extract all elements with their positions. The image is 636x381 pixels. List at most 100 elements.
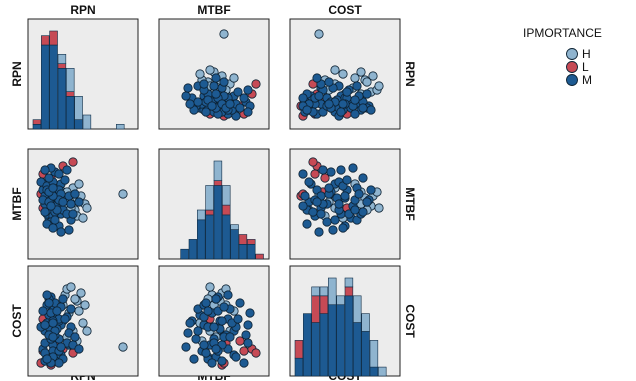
hist-bar-L — [344, 286, 354, 297]
point-M — [233, 314, 243, 324]
point-M — [302, 105, 312, 115]
point-H — [229, 73, 239, 83]
point-M — [42, 290, 52, 300]
hist-bar-M — [344, 295, 354, 377]
point-M — [314, 91, 324, 101]
point-M — [350, 109, 360, 119]
point-H — [362, 77, 372, 87]
right-label-cost: COST — [403, 304, 417, 338]
hist-bar-M — [32, 124, 42, 130]
point-M — [302, 219, 312, 229]
left-label-mtbf: MTBF — [10, 187, 24, 220]
hist-bar-M — [311, 322, 320, 377]
point-M — [334, 199, 344, 209]
point-M — [56, 227, 66, 237]
hist-bar-M — [319, 313, 329, 377]
legend-label-M: M — [582, 73, 592, 87]
hist-bar-M — [41, 44, 50, 130]
point-M — [243, 107, 253, 117]
point-M — [54, 169, 64, 179]
point-M — [239, 93, 249, 103]
hist-bar-H — [82, 114, 92, 130]
hist-bar-M — [57, 68, 67, 130]
point-H — [219, 29, 229, 39]
legend-marker-L — [566, 61, 578, 73]
point-M — [219, 302, 229, 312]
point-M — [203, 306, 213, 316]
point-L — [310, 169, 320, 179]
point-M — [300, 191, 310, 201]
point-M — [338, 99, 348, 109]
point-H — [82, 203, 92, 213]
point-L — [68, 157, 78, 167]
point-M — [225, 99, 235, 109]
point-M — [68, 209, 78, 219]
hist-bar-H — [230, 224, 239, 230]
point-M — [358, 103, 368, 113]
point-M — [207, 101, 217, 111]
point-M — [40, 207, 50, 217]
point-M — [225, 332, 235, 342]
point-H — [338, 69, 348, 79]
panel-mtbf-vs-mtbf — [158, 148, 270, 260]
point-M — [199, 340, 209, 350]
hist-bar-H — [213, 160, 223, 181]
hist-bar-M — [66, 96, 75, 130]
point-M — [312, 197, 322, 207]
point-M — [354, 189, 364, 199]
hist-bar-L — [319, 295, 329, 314]
hist-bar-M — [247, 244, 256, 260]
top-label-rpn: RPN — [70, 3, 95, 17]
panel-mtbf-vs-cost — [289, 148, 401, 260]
point-M — [181, 91, 191, 101]
panel-rpn-vs-cost — [289, 18, 401, 130]
legend-label-L: L — [582, 60, 589, 74]
point-M — [60, 175, 70, 185]
point-H — [118, 342, 128, 352]
point-M — [340, 191, 350, 201]
point-M — [185, 99, 195, 109]
panel-rpn-vs-mtbf — [158, 18, 270, 130]
point-H — [70, 294, 80, 304]
hist-bar-H — [311, 286, 320, 297]
point-M — [46, 201, 56, 211]
hist-bar-H — [319, 286, 329, 297]
hist-bar-L — [41, 35, 50, 46]
hist-bar-M — [213, 185, 223, 260]
point-M — [326, 167, 336, 177]
point-M — [201, 348, 211, 358]
point-M — [324, 77, 334, 87]
point-M — [298, 201, 308, 211]
point-M — [324, 99, 334, 109]
point-M — [350, 205, 360, 215]
point-M — [201, 298, 211, 308]
point-M — [211, 89, 221, 99]
hist-bar-M — [294, 357, 304, 377]
hist-bar-H — [222, 185, 231, 206]
hist-bar-H — [353, 295, 362, 323]
point-M — [235, 103, 245, 113]
point-M — [38, 306, 48, 316]
point-M — [211, 294, 221, 304]
hist-bar-L — [311, 295, 320, 323]
point-M — [362, 89, 372, 99]
point-M — [239, 358, 249, 368]
panel-cost-vs-mtbf — [158, 265, 270, 377]
hist-bar-H — [205, 185, 214, 211]
point-M — [338, 223, 348, 233]
panel-mtbf-vs-rpn — [27, 148, 139, 260]
point-H — [80, 300, 90, 310]
point-H — [314, 29, 324, 39]
point-M — [245, 308, 255, 318]
point-H — [205, 65, 215, 75]
hist-bar-M — [49, 44, 58, 130]
hist-bar-H — [369, 340, 379, 368]
hist-bar-M — [336, 304, 345, 377]
point-M — [193, 97, 203, 107]
point-M — [181, 342, 191, 352]
point-H — [195, 69, 205, 79]
hist-bar-L — [205, 209, 214, 216]
point-M — [52, 306, 62, 316]
point-M — [207, 358, 217, 368]
point-M — [241, 330, 251, 340]
